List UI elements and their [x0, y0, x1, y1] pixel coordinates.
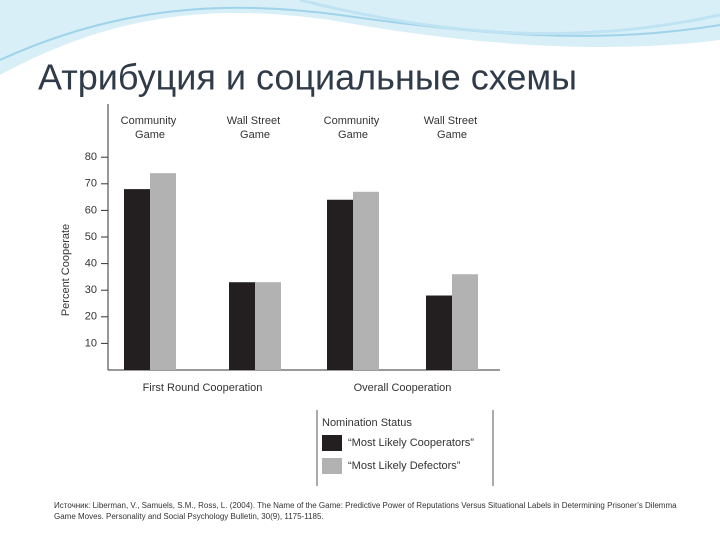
- legend-swatch: [322, 435, 342, 451]
- y-tick-label: 20: [85, 311, 97, 323]
- slide-title: Атрибуция и социальные схемы: [38, 57, 577, 98]
- swoosh: [0, 0, 720, 75]
- category-label: Wall Street Game: [424, 115, 480, 141]
- y-tick-label: 40: [85, 258, 97, 270]
- legend-title: Nomination Status: [322, 417, 412, 429]
- y-tick-label: 30: [85, 284, 97, 296]
- category-label: Wall Street Game: [227, 115, 283, 141]
- bar: [229, 282, 255, 370]
- source-box: Источник: Liberman, V., Samuels, S.M., R…: [54, 501, 677, 521]
- swoosh-line: [299, 0, 720, 36]
- y-tick-label: 50: [85, 231, 97, 243]
- y-tick-label: 70: [85, 178, 97, 190]
- bar: [452, 274, 478, 370]
- y-tick-label: 80: [85, 151, 97, 163]
- bar: [426, 295, 452, 370]
- bar: [255, 282, 281, 370]
- bar: [124, 189, 150, 370]
- source: Источник: Liberman, V., Samuels, S.M., R…: [54, 501, 677, 521]
- group-label: Overall Cooperation: [354, 382, 452, 394]
- legend-label: “Most Likely Cooperators”: [348, 437, 474, 449]
- swoosh-line: [0, 6, 720, 61]
- bar: [353, 191, 379, 370]
- y-axis-label: Percent Cooperate: [60, 224, 72, 316]
- legend-swatch: [322, 458, 342, 474]
- group-label: First Round Cooperation: [143, 382, 263, 394]
- category-label: Community Game: [121, 115, 180, 141]
- category-label: Community Game: [324, 115, 383, 141]
- y-tick-label: 10: [85, 337, 97, 349]
- bar: [150, 173, 176, 370]
- y-tick-label: 60: [85, 204, 97, 216]
- bar: [327, 199, 353, 370]
- legend-label: “Most Likely Defectors”: [348, 460, 461, 472]
